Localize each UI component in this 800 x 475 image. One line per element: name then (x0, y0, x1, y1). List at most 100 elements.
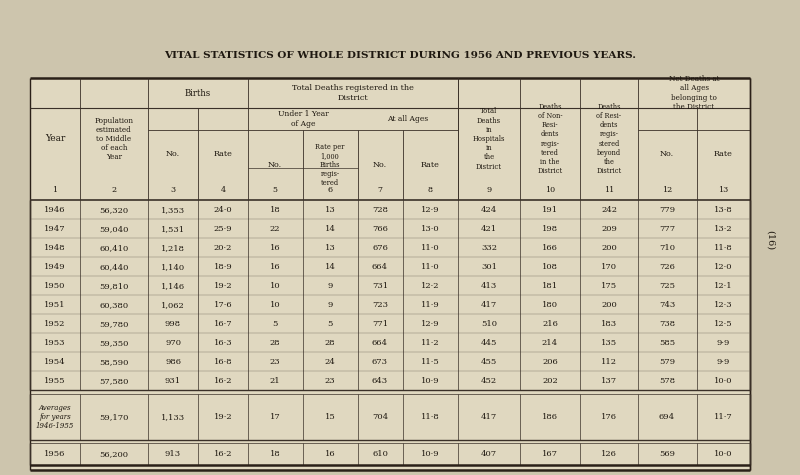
Text: 986: 986 (165, 358, 181, 366)
Text: 58,590: 58,590 (99, 358, 129, 366)
Text: 180: 180 (542, 301, 558, 309)
Text: 12·3: 12·3 (714, 301, 732, 309)
Text: 13: 13 (325, 206, 335, 214)
Text: 9: 9 (486, 186, 491, 194)
Text: 242: 242 (601, 206, 617, 214)
Text: No.: No. (268, 161, 282, 169)
Text: 4: 4 (221, 186, 226, 194)
Text: 209: 209 (601, 225, 617, 233)
Text: 771: 771 (372, 320, 388, 328)
Text: 11·8: 11·8 (421, 413, 439, 421)
Text: 8: 8 (427, 186, 433, 194)
Text: 1,531: 1,531 (161, 225, 185, 233)
Text: 931: 931 (165, 377, 181, 385)
Text: 11·0: 11·0 (421, 263, 439, 271)
Text: 216: 216 (542, 320, 558, 328)
Text: 13: 13 (325, 244, 335, 252)
Text: 200: 200 (601, 244, 617, 252)
Text: 9·9: 9·9 (716, 358, 730, 366)
Text: 12·0: 12·0 (714, 263, 732, 271)
Text: 181: 181 (542, 282, 558, 290)
Text: No.: No. (373, 161, 387, 169)
Text: 421: 421 (481, 225, 497, 233)
Text: 779: 779 (659, 206, 675, 214)
Text: No.: No. (166, 150, 180, 158)
Text: 10·0: 10·0 (714, 377, 732, 385)
Text: 22: 22 (270, 225, 280, 233)
Text: 135: 135 (601, 339, 617, 347)
Text: 170: 170 (601, 263, 617, 271)
Text: 11: 11 (604, 186, 614, 194)
Text: 673: 673 (372, 358, 388, 366)
Text: 9·9: 9·9 (716, 339, 730, 347)
Text: 59,170: 59,170 (99, 413, 129, 421)
Text: 11·2: 11·2 (421, 339, 439, 347)
Text: 25·9: 25·9 (214, 225, 232, 233)
Text: 777: 777 (659, 225, 675, 233)
Text: Total Deaths registered in the
District: Total Deaths registered in the District (292, 85, 414, 102)
Text: 10: 10 (545, 186, 555, 194)
Text: 18: 18 (270, 206, 280, 214)
Text: Deaths
of Resi-
dents
regis-
stered
beyond
the
District: Deaths of Resi- dents regis- stered beyo… (596, 103, 622, 175)
Text: 19·2: 19·2 (214, 413, 232, 421)
Text: 12·1: 12·1 (714, 282, 732, 290)
Text: 19·2: 19·2 (214, 282, 232, 290)
Text: 112: 112 (601, 358, 617, 366)
Text: 1,218: 1,218 (161, 244, 185, 252)
Text: 998: 998 (165, 320, 181, 328)
Text: Total
Deaths
in
Hospitals
in
the
District: Total Deaths in Hospitals in the Distric… (473, 107, 506, 171)
Text: 970: 970 (165, 339, 181, 347)
Text: 726: 726 (659, 263, 675, 271)
Text: 7: 7 (378, 186, 382, 194)
Text: 20·2: 20·2 (214, 244, 232, 252)
Text: Year: Year (45, 134, 65, 143)
Text: 28: 28 (270, 339, 280, 347)
Text: 731: 731 (372, 282, 388, 290)
Text: Net Deaths at
all Ages
belonging to
the District: Net Deaths at all Ages belonging to the … (669, 75, 719, 111)
Text: 1,062: 1,062 (161, 301, 185, 309)
Text: 18·9: 18·9 (214, 263, 232, 271)
Text: 202: 202 (542, 377, 558, 385)
Text: 166: 166 (542, 244, 558, 252)
Text: 16: 16 (325, 450, 335, 458)
Text: 16·2: 16·2 (214, 377, 232, 385)
Text: 59,040: 59,040 (99, 225, 129, 233)
Text: 137: 137 (601, 377, 617, 385)
Text: Rate: Rate (421, 161, 439, 169)
Text: 14: 14 (325, 225, 335, 233)
Text: 16: 16 (270, 244, 280, 252)
Text: 738: 738 (659, 320, 675, 328)
Text: 455: 455 (481, 358, 497, 366)
Text: 10·9: 10·9 (421, 377, 439, 385)
Text: 704: 704 (372, 413, 388, 421)
Text: 2: 2 (111, 186, 117, 194)
Text: 407: 407 (481, 450, 497, 458)
Text: 21: 21 (270, 377, 280, 385)
Text: 186: 186 (542, 413, 558, 421)
Text: 1,146: 1,146 (161, 282, 185, 290)
Text: 569: 569 (659, 450, 675, 458)
Text: 56,320: 56,320 (99, 206, 129, 214)
Text: 16·3: 16·3 (214, 339, 232, 347)
Text: Deaths
of Non-
Resi-
dents
regis-
tered
in the
District: Deaths of Non- Resi- dents regis- tered … (538, 103, 562, 175)
Text: 6: 6 (327, 186, 333, 194)
Text: VITAL STATISTICS OF WHOLE DISTRICT DURING 1956 AND PREVIOUS YEARS.: VITAL STATISTICS OF WHOLE DISTRICT DURIN… (164, 50, 636, 59)
Text: 694: 694 (659, 413, 675, 421)
Text: 60,410: 60,410 (99, 244, 129, 252)
Text: 108: 108 (542, 263, 558, 271)
Text: 24·0: 24·0 (214, 206, 232, 214)
Text: 10·9: 10·9 (421, 450, 439, 458)
Text: 18: 18 (270, 450, 280, 458)
Text: 12: 12 (662, 186, 672, 194)
Text: 16·8: 16·8 (214, 358, 232, 366)
Text: 214: 214 (542, 339, 558, 347)
Text: 23: 23 (270, 358, 280, 366)
Text: 445: 445 (481, 339, 497, 347)
Text: 725: 725 (659, 282, 675, 290)
Text: 14: 14 (325, 263, 335, 271)
Text: 5: 5 (327, 320, 333, 328)
Text: 191: 191 (542, 206, 558, 214)
Text: 176: 176 (601, 413, 617, 421)
Text: 17·6: 17·6 (214, 301, 232, 309)
Text: 723: 723 (372, 301, 388, 309)
